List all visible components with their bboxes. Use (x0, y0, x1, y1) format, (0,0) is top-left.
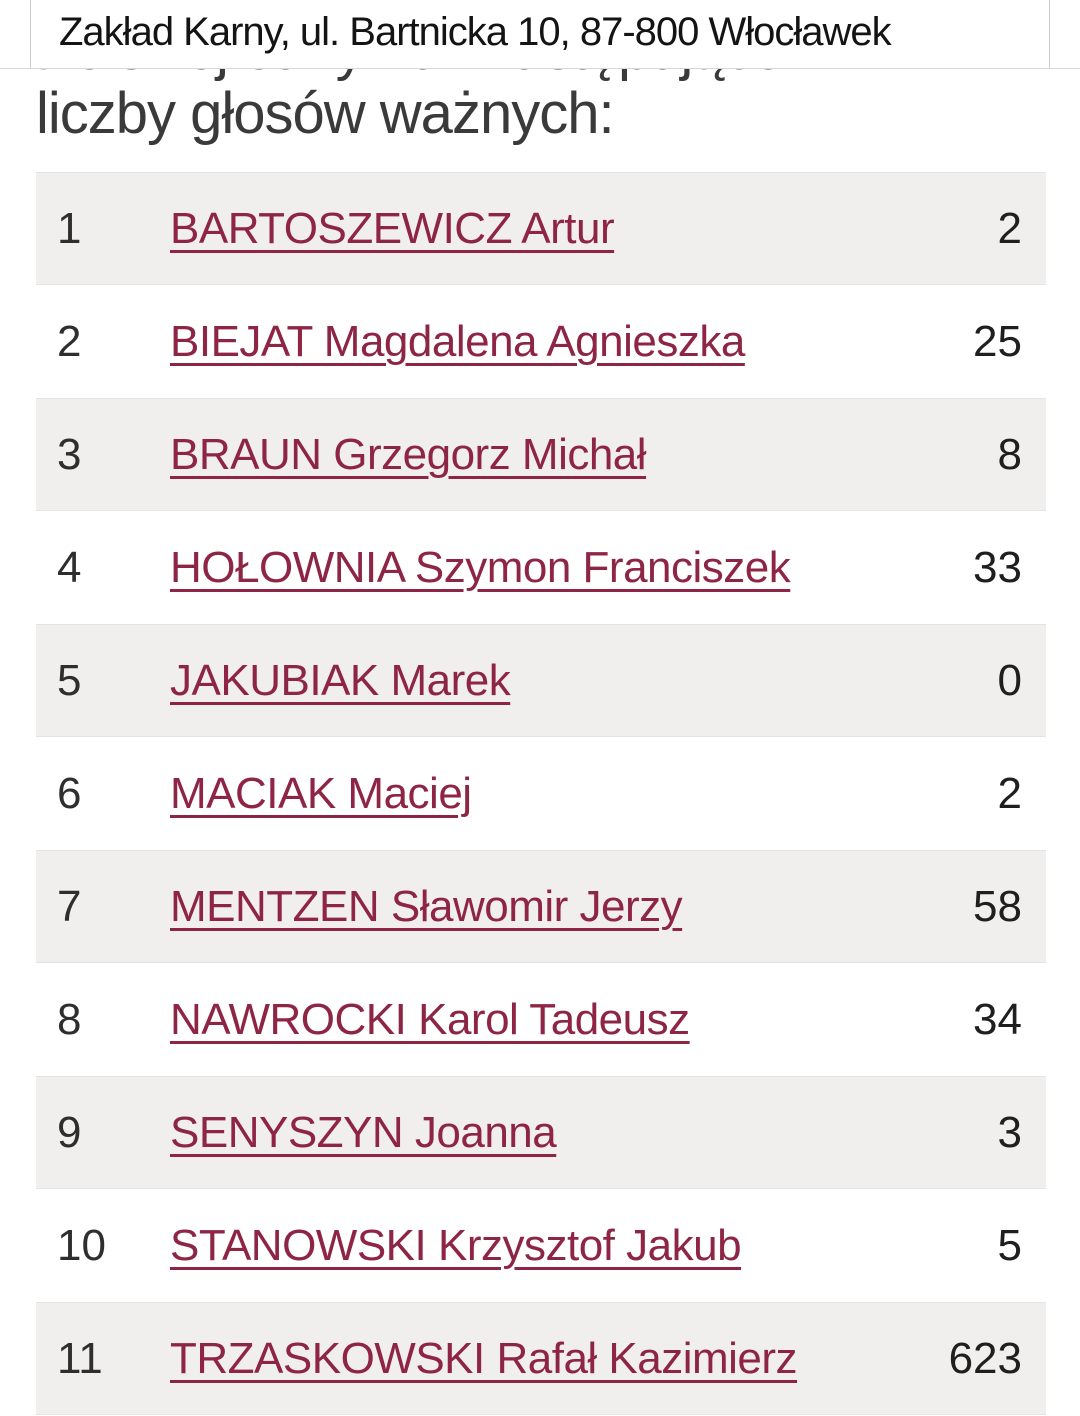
candidate-name-link[interactable]: BRAUN Grzegorz Michał (170, 429, 647, 479)
heading-line-visible: liczby głosów ważnych: (36, 81, 615, 146)
candidate-name-cell: HOŁOWNIA Szymon Franciszek (170, 543, 886, 593)
station-address: Zakład Karny, ul. Bartnicka 10, 87-800 W… (59, 10, 892, 54)
candidate-name-cell: TRZASKOWSKI Rafał Kazimierz (170, 1334, 886, 1384)
candidate-name-link[interactable]: MENTZEN Sławomir Jerzy (170, 881, 683, 931)
candidate-number: 3 (57, 429, 82, 479)
vote-count: 25 (973, 316, 1022, 366)
candidate-name-cell: MENTZEN Sławomir Jerzy (170, 882, 886, 932)
sticky-station-header: Zakład Karny, ul. Bartnicka 10, 87-800 W… (0, 0, 1080, 69)
candidates-results-table: 1 BARTOSZEWICZ Artur 2 2 BIEJAT Magdalen… (36, 172, 1046, 1415)
candidate-name-link[interactable]: STANOWSKI Krzysztof Jakub (170, 1220, 742, 1270)
table-row: 7 MENTZEN Sławomir Jerzy 58 (36, 850, 1046, 963)
vote-count: 623 (948, 1333, 1022, 1383)
candidate-number: 8 (57, 994, 82, 1044)
table-row: 9 SENYSZYN Joanna 3 (36, 1076, 1046, 1189)
vote-count: 5 (997, 1220, 1022, 1270)
candidate-name-cell: SENYSZYN Joanna (170, 1108, 886, 1158)
vote-count: 3 (997, 1107, 1022, 1157)
candidate-name-link[interactable]: BIEJAT Magdalena Agnieszka (170, 316, 745, 366)
candidate-number: 11 (57, 1333, 103, 1383)
candidate-name-link[interactable]: BARTOSZEWICZ Artur (170, 203, 615, 253)
candidate-name-link[interactable]: NAWROCKI Karol Tadeusz (170, 994, 690, 1044)
vote-count: 8 (997, 429, 1022, 479)
candidate-number: 4 (57, 542, 82, 592)
candidate-name-link[interactable]: JAKUBIAK Marek (170, 655, 511, 705)
candidate-number: 7 (57, 881, 82, 931)
vote-count: 33 (973, 542, 1022, 592)
header-cell-border-right (1049, 0, 1050, 68)
candidate-name-cell: BIEJAT Magdalena Agnieszka (170, 317, 886, 367)
candidate-name-cell: BRAUN Grzegorz Michał (170, 430, 886, 480)
candidate-name-cell: NAWROCKI Karol Tadeusz (170, 995, 886, 1045)
candidate-number: 2 (57, 316, 82, 366)
candidate-number: 10 (57, 1220, 106, 1270)
table-row: 4 HOŁOWNIA Szymon Franciszek 33 (36, 511, 1046, 624)
table-row: 1 BARTOSZEWICZ Artur 2 (36, 172, 1046, 285)
candidate-number: 9 (57, 1107, 82, 1157)
vote-count: 34 (973, 994, 1022, 1044)
candidate-number: 6 (57, 768, 82, 818)
table-row: 5 JAKUBIAK Marek 0 (36, 624, 1046, 737)
table-row: 6 MACIAK Maciej 2 (36, 737, 1046, 850)
vote-count: 58 (973, 881, 1022, 931)
table-row: 2 BIEJAT Magdalena Agnieszka 25 (36, 285, 1046, 398)
header-cell-border-left (30, 0, 31, 68)
table-row: 10 STANOWSKI Krzysztof Jakub 5 (36, 1189, 1046, 1302)
candidate-name-cell: BARTOSZEWICZ Artur (170, 204, 886, 254)
vote-count: 0 (997, 655, 1022, 705)
table-row: 3 BRAUN Grzegorz Michał 8 (36, 398, 1046, 511)
candidate-name-cell: MACIAK Maciej (170, 769, 886, 819)
candidate-name-link[interactable]: TRZASKOWSKI Rafał Kazimierz (170, 1333, 798, 1383)
table-row: 11 TRZASKOWSKI Rafał Kazimierz 623 (36, 1302, 1046, 1415)
candidate-name-link[interactable]: HOŁOWNIA Szymon Franciszek (170, 542, 791, 592)
candidate-number: 5 (57, 655, 82, 705)
candidate-name-link[interactable]: MACIAK Maciej (170, 768, 472, 818)
vote-count: 2 (997, 768, 1022, 818)
vote-count: 2 (997, 203, 1022, 253)
candidate-name-cell: STANOWSKI Krzysztof Jakub (170, 1221, 886, 1271)
candidate-name-link[interactable]: SENYSZYN Joanna (170, 1107, 557, 1157)
table-row: 8 NAWROCKI Karol Tadeusz 34 (36, 963, 1046, 1076)
candidate-name-cell: JAKUBIAK Marek (170, 656, 886, 706)
candidate-number: 1 (57, 203, 82, 253)
